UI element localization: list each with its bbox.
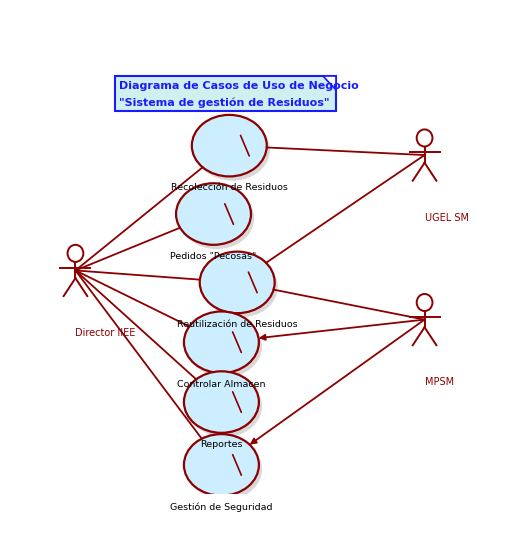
Text: UGEL SM: UGEL SM	[425, 213, 469, 223]
Ellipse shape	[192, 115, 267, 176]
Ellipse shape	[184, 311, 259, 373]
Text: Director IIEE: Director IIEE	[75, 328, 136, 338]
Text: Controlar Almacen: Controlar Almacen	[177, 380, 266, 389]
Ellipse shape	[203, 256, 278, 317]
Circle shape	[68, 245, 83, 262]
Ellipse shape	[200, 251, 275, 313]
Ellipse shape	[179, 188, 254, 249]
Text: "Sistema de gestión de Residuos": "Sistema de gestión de Residuos"	[119, 98, 329, 108]
Circle shape	[417, 294, 433, 311]
Ellipse shape	[184, 434, 259, 496]
Text: Recolección de Residuos: Recolección de Residuos	[171, 183, 288, 192]
Ellipse shape	[187, 438, 262, 500]
Text: Gestión de Seguridad: Gestión de Seguridad	[170, 502, 273, 512]
Text: Pedidos "Pecosas": Pedidos "Pecosas"	[171, 251, 257, 261]
Ellipse shape	[176, 183, 251, 245]
Ellipse shape	[195, 119, 270, 181]
Text: Reutilización de Residuos: Reutilización de Residuos	[177, 320, 297, 329]
Ellipse shape	[184, 371, 259, 433]
Text: Reportes: Reportes	[200, 440, 243, 448]
FancyBboxPatch shape	[115, 77, 336, 112]
Circle shape	[417, 129, 433, 147]
Text: MPSM: MPSM	[425, 377, 454, 387]
Ellipse shape	[187, 316, 262, 377]
Ellipse shape	[187, 376, 262, 437]
Text: Diagrama de Casos de Uso de Negocio: Diagrama de Casos de Uso de Negocio	[119, 81, 359, 91]
Polygon shape	[323, 77, 336, 90]
